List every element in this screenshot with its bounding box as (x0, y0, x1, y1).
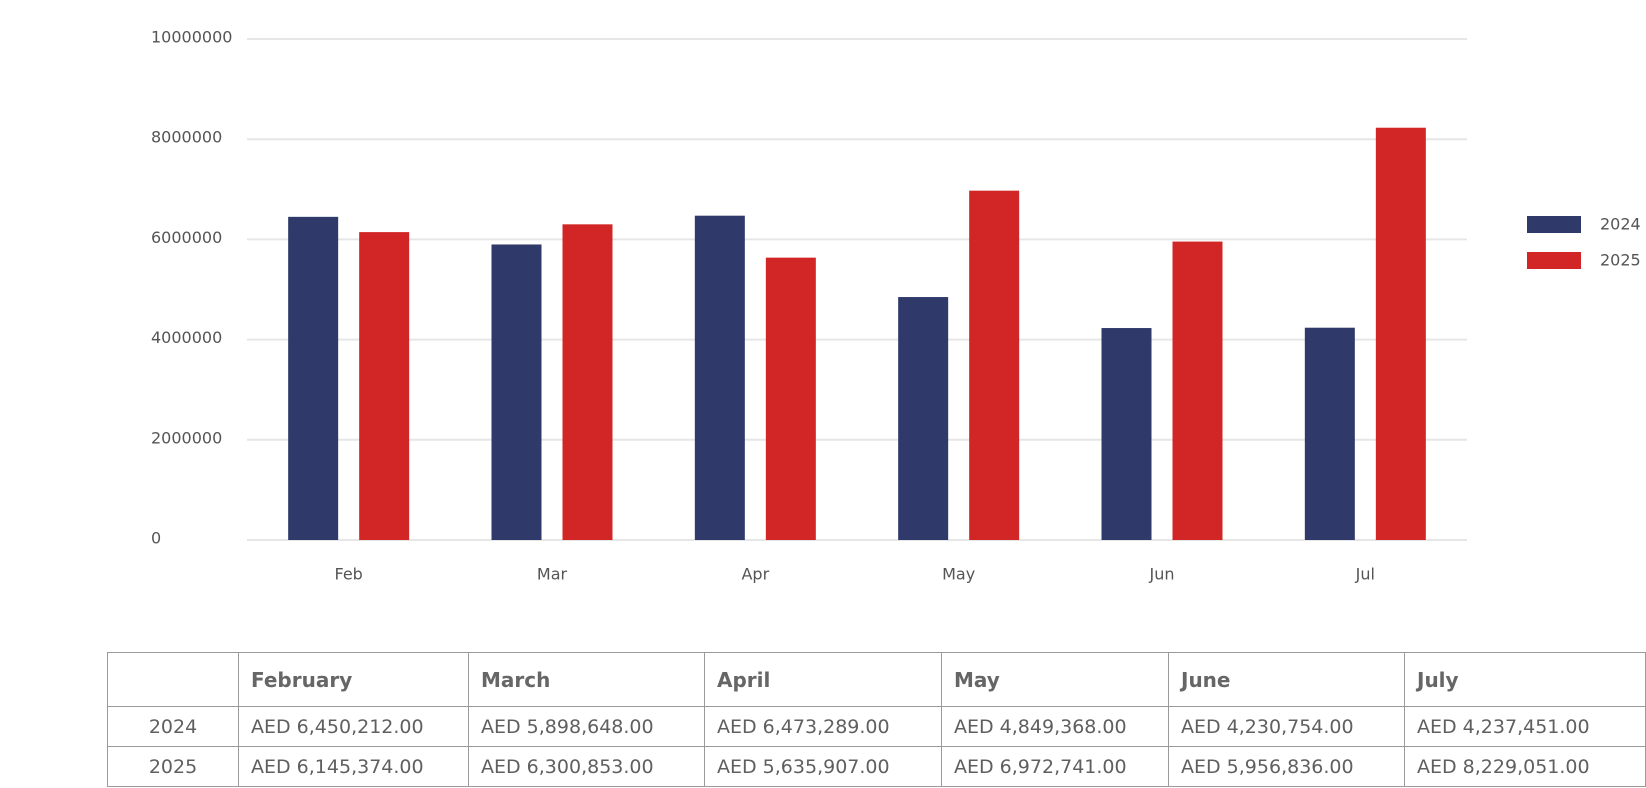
table-cell: AED 6,145,374.00 (238, 746, 469, 787)
y-tick-label: 2000000 (151, 428, 222, 447)
table-cell: AED 6,473,289.00 (704, 706, 942, 747)
bar-2024-Jul (1304, 327, 1355, 540)
table-row-label: 2024 (107, 706, 239, 747)
table-cell: AED 4,849,368.00 (941, 706, 1169, 747)
table-header-cell: February (238, 652, 469, 707)
x-tick-label: Feb (335, 565, 363, 584)
legend-swatch-2025 (1527, 252, 1581, 269)
table-cell: AED 6,972,741.00 (941, 746, 1169, 787)
table-cell: AED 4,237,451.00 (1404, 706, 1646, 747)
table-header-cell: May (941, 652, 1169, 707)
legend-label: 2025 (1600, 251, 1641, 270)
bar-2025-Jun (1172, 241, 1223, 541)
table-header-cell: March (468, 652, 705, 707)
table-cell: AED 4,230,754.00 (1168, 706, 1405, 747)
x-tick-label: May (942, 565, 975, 584)
y-tick-label: 8000000 (151, 128, 222, 147)
x-tick-label: Apr (741, 565, 769, 584)
legend-label: 2024 (1600, 215, 1641, 234)
table-cell: AED 5,956,836.00 (1168, 746, 1405, 787)
y-axis-ticks: 0 2000000 4000000 6000000 8000000 10000000 (151, 28, 232, 548)
table-cell: AED 6,300,853.00 (468, 746, 705, 787)
data-table: February March April May June July 2024 … (107, 652, 1646, 787)
bar-2025-May (969, 190, 1020, 540)
table-cell: AED 5,635,907.00 (704, 746, 942, 787)
x-tick-label: Mar (537, 565, 568, 584)
x-tick-label: Jun (1149, 565, 1175, 584)
table-row: 2025 AED 6,145,374.00 AED 6,300,853.00 A… (107, 746, 1646, 787)
table-header-cell: July (1404, 652, 1646, 707)
y-tick-label: 0 (151, 529, 161, 548)
table-header-corner (107, 652, 239, 707)
y-tick-label: 6000000 (151, 228, 222, 247)
table-cell: AED 6,450,212.00 (238, 706, 469, 747)
table-header-cell: June (1168, 652, 1405, 707)
bar-2025-Apr (765, 257, 816, 540)
table-row: 2024 AED 6,450,212.00 AED 5,898,648.00 A… (107, 706, 1646, 747)
x-tick-label: Jul (1355, 565, 1375, 584)
table-cell: AED 5,898,648.00 (468, 706, 705, 747)
bar-2025-Feb (359, 232, 410, 540)
bar-2024-Feb (288, 216, 339, 541)
bar-chart: 0 2000000 4000000 6000000 8000000 10000000 Fe… (151, 28, 1641, 584)
table-header-cell: April (704, 652, 942, 707)
bar-2024-Jun (1101, 328, 1152, 540)
gridlines (247, 38, 1467, 541)
legend: 2024 2025 (1527, 215, 1641, 270)
x-axis-ticks: Feb Mar Apr May Jun Jul (335, 565, 1375, 584)
legend-swatch-2024 (1527, 216, 1581, 233)
table-cell: AED 8,229,051.00 (1404, 746, 1646, 787)
bar-2025-Jul (1375, 127, 1426, 540)
y-tick-label: 4000000 (151, 328, 222, 347)
table-header-row: February March April May June July (107, 652, 1646, 707)
bar-2024-May (898, 297, 949, 540)
bars (288, 127, 1426, 541)
y-tick-label: 10000000 (151, 28, 232, 47)
bar-2025-Mar (562, 224, 613, 540)
bar-2024-Apr (694, 215, 745, 540)
bar-2024-Mar (491, 244, 542, 541)
table-row-label: 2025 (107, 746, 239, 787)
